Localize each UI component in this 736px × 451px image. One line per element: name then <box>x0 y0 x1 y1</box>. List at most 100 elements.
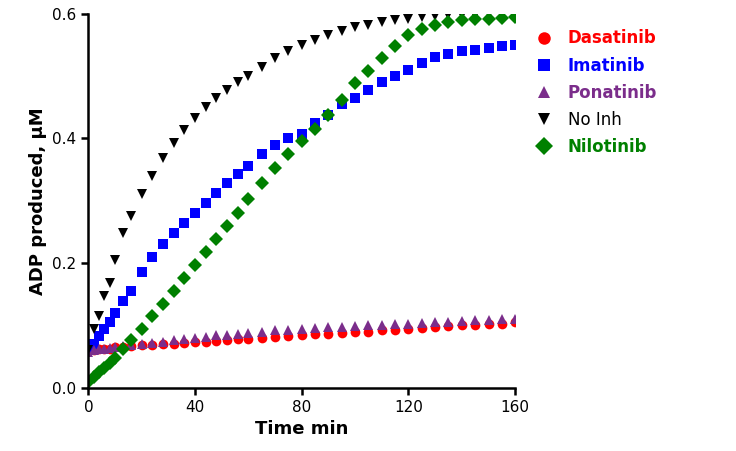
Ponatinib <box>148 340 157 345</box>
Imatinib <box>244 163 253 169</box>
No Inh <box>233 79 242 85</box>
Imatinib <box>159 242 168 247</box>
No Inh <box>94 313 103 319</box>
Nilotinib <box>94 369 103 375</box>
Nilotinib <box>100 365 109 371</box>
Nilotinib <box>364 68 373 74</box>
Ponatinib <box>105 345 114 350</box>
No Inh <box>364 22 373 28</box>
Dasatinib <box>444 323 453 329</box>
Ponatinib <box>350 323 359 329</box>
No Inh <box>311 37 319 42</box>
Dasatinib <box>417 325 426 331</box>
Y-axis label: ADP produced, μM: ADP produced, μM <box>29 107 46 295</box>
No Inh <box>378 19 386 25</box>
Nilotinib <box>201 249 210 254</box>
No Inh <box>511 11 520 17</box>
Dasatinib <box>137 343 146 348</box>
Ponatinib <box>201 334 210 340</box>
No Inh <box>350 24 359 30</box>
Dasatinib <box>110 345 119 350</box>
Imatinib <box>89 341 98 347</box>
Nilotinib <box>404 32 413 38</box>
Imatinib <box>127 289 135 294</box>
Line: Imatinib: Imatinib <box>83 40 520 354</box>
No Inh <box>417 14 426 20</box>
No Inh <box>498 11 506 17</box>
Imatinib <box>258 151 266 156</box>
Imatinib <box>105 320 114 325</box>
Nilotinib <box>180 276 188 281</box>
Line: No Inh: No Inh <box>83 9 520 355</box>
Ponatinib <box>222 332 231 337</box>
Dasatinib <box>105 346 114 351</box>
Imatinib <box>110 310 119 316</box>
Nilotinib <box>457 18 467 23</box>
Ponatinib <box>284 327 293 332</box>
Ponatinib <box>244 330 253 336</box>
Ponatinib <box>417 320 426 326</box>
Ponatinib <box>378 322 386 327</box>
No Inh <box>148 173 157 179</box>
Dasatinib <box>222 337 231 342</box>
Dasatinib <box>159 341 168 347</box>
No Inh <box>169 141 178 146</box>
No Inh <box>137 192 146 197</box>
No Inh <box>444 13 453 18</box>
Ponatinib <box>137 341 146 347</box>
Imatinib <box>297 131 306 137</box>
Nilotinib <box>378 56 386 61</box>
Imatinib <box>404 67 413 73</box>
Dasatinib <box>431 324 439 329</box>
Nilotinib <box>498 15 506 21</box>
No Inh <box>471 12 480 18</box>
Ponatinib <box>364 323 373 328</box>
Ponatinib <box>271 328 280 333</box>
No Inh <box>297 42 306 47</box>
No Inh <box>127 214 135 219</box>
No Inh <box>337 28 346 34</box>
No Inh <box>180 128 188 133</box>
Ponatinib <box>297 327 306 332</box>
Nilotinib <box>127 337 135 342</box>
No Inh <box>191 115 199 121</box>
Ponatinib <box>212 333 221 338</box>
Imatinib <box>84 346 93 351</box>
Dasatinib <box>457 323 467 328</box>
Ponatinib <box>180 336 188 342</box>
Ponatinib <box>391 322 400 327</box>
Ponatinib <box>471 318 480 323</box>
Ponatinib <box>118 343 127 349</box>
Dasatinib <box>191 340 199 345</box>
Imatinib <box>350 95 359 101</box>
No Inh <box>110 257 119 262</box>
Dasatinib <box>498 321 506 327</box>
Ponatinib <box>159 339 168 345</box>
Dasatinib <box>180 340 188 345</box>
Nilotinib <box>137 326 146 331</box>
No Inh <box>431 14 439 19</box>
No Inh <box>105 281 114 286</box>
Nilotinib <box>110 355 119 361</box>
Ponatinib <box>404 321 413 327</box>
Dasatinib <box>84 348 93 353</box>
Imatinib <box>417 61 426 66</box>
Nilotinib <box>258 180 266 186</box>
Nilotinib <box>89 374 98 379</box>
Imatinib <box>212 190 221 195</box>
Dasatinib <box>297 332 306 337</box>
No Inh <box>271 56 280 61</box>
Nilotinib <box>212 237 221 242</box>
Nilotinib <box>431 22 439 28</box>
Ponatinib <box>110 345 119 350</box>
No Inh <box>484 11 493 17</box>
Dasatinib <box>471 322 480 327</box>
Nilotinib <box>271 166 280 171</box>
Nilotinib <box>311 126 319 132</box>
Ponatinib <box>127 343 135 348</box>
Imatinib <box>169 230 178 236</box>
Ponatinib <box>337 324 346 329</box>
No Inh <box>258 64 266 69</box>
No Inh <box>324 32 333 38</box>
Nilotinib <box>105 360 114 366</box>
